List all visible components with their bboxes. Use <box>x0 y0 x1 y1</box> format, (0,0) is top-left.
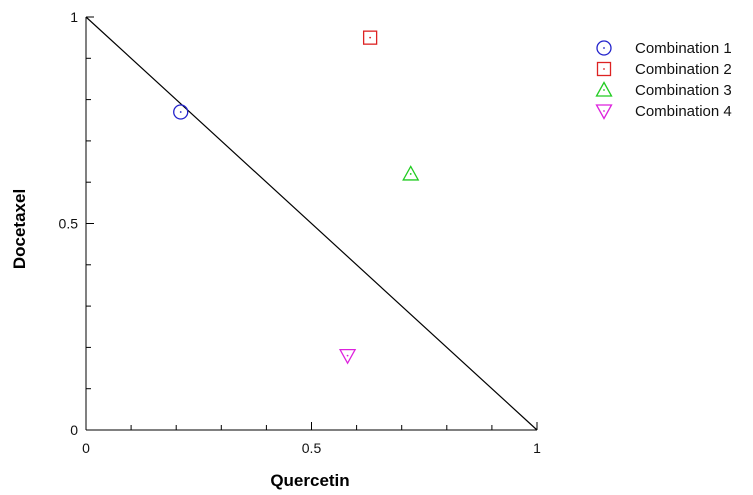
legend-label: Combination 3 <box>635 82 732 99</box>
marker-center-dot <box>603 68 605 70</box>
marker-circle-icon <box>596 40 612 56</box>
legend-item: Combination 1 <box>596 40 732 57</box>
x-tick-label: 0.5 <box>302 440 322 456</box>
legend-item: Combination 3 <box>595 81 732 99</box>
marker-center-dot <box>409 173 412 175</box>
y-tick-label: 0 <box>70 422 78 438</box>
legend-item: Combination 4 <box>595 103 732 120</box>
x-axis-title: Quercetin <box>270 471 349 490</box>
marker-center-dot <box>603 47 605 49</box>
marker-square-icon <box>596 61 612 77</box>
ticks-layer: 0 0.5 1 0 0.5 1 <box>59 9 542 456</box>
data-point-3 <box>402 165 420 181</box>
marker-center-dot <box>369 36 372 39</box>
legend-item: Combination 2 <box>596 61 732 78</box>
x-tick-label: 1 <box>533 440 541 456</box>
data-point-2 <box>362 30 378 45</box>
legend: Combination 1 Combination 2 Combination 3 C… <box>595 40 732 120</box>
marker-center-dot <box>346 354 349 357</box>
legend-marker <box>595 104 613 120</box>
y-axis-title: Docetaxel <box>10 189 29 269</box>
marker-center-dot <box>603 89 605 91</box>
y-tick-label: 0.5 <box>59 216 79 232</box>
data-point-1 <box>173 104 189 120</box>
marker-square-icon <box>362 30 378 45</box>
legend-label: Combination 1 <box>635 40 732 57</box>
legend-marker <box>595 81 613 97</box>
additivity-line <box>85 16 538 431</box>
marker-triangle-up-icon <box>595 81 613 97</box>
marker-triangle-down-icon <box>595 104 613 120</box>
legend-marker <box>596 40 612 56</box>
legend-label: Combination 2 <box>635 61 732 78</box>
legend-marker <box>596 61 612 77</box>
reference-line-layer <box>85 16 538 431</box>
marker-center-dot <box>179 111 182 113</box>
data-point-4 <box>338 349 357 365</box>
marker-triangle-down-icon <box>338 349 357 365</box>
points-layer <box>173 30 420 365</box>
marker-triangle-up-icon <box>402 165 420 181</box>
y-tick-label: 1 <box>70 9 78 25</box>
marker-center-dot <box>603 110 605 112</box>
legend-label: Combination 4 <box>635 103 732 120</box>
marker-circle-icon <box>173 104 189 120</box>
x-tick-label: 0 <box>82 440 90 456</box>
